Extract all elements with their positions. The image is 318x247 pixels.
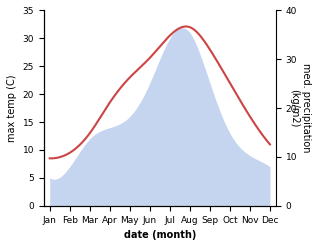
X-axis label: date (month): date (month) bbox=[124, 230, 196, 240]
Y-axis label: max temp (C): max temp (C) bbox=[7, 74, 17, 142]
Y-axis label: med. precipitation
(kg/m2): med. precipitation (kg/m2) bbox=[289, 63, 311, 153]
